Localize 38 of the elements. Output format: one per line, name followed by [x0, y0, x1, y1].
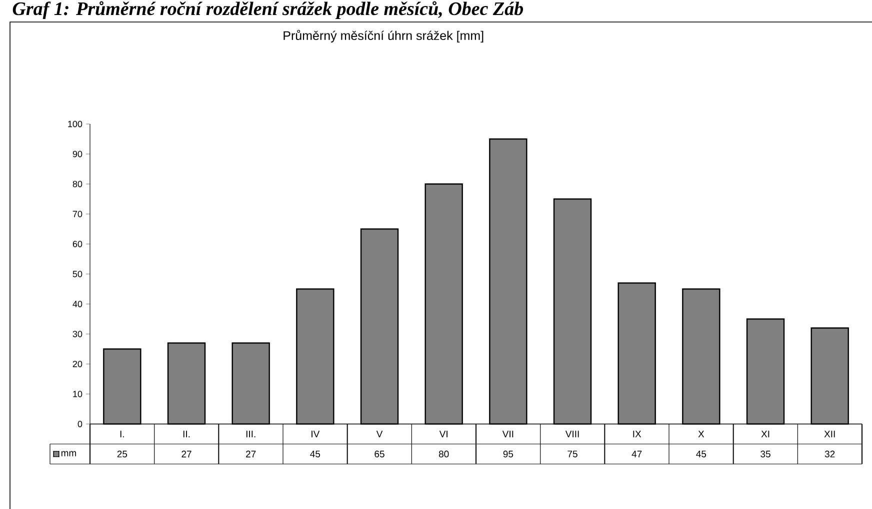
x-tick-label: VI [439, 430, 448, 438]
y-tick-label: 20 [72, 360, 82, 368]
y-tick-label: 50 [72, 270, 82, 278]
text: Graf 1: Průměrné roční rozdělení srážek podle měsíců, Obec Záb [12, 1, 524, 20]
data-label: 95 [503, 450, 514, 458]
x-tick-label: VII [502, 430, 514, 438]
x-tick-label: II. [183, 430, 190, 438]
data-label: 35 [760, 450, 770, 458]
x-tick-label: X [698, 430, 704, 438]
x-tick-label: III. [246, 430, 256, 438]
data-label: 75 [568, 450, 578, 458]
x-tick-label: IV [312, 430, 320, 438]
y-tick-label: 80 [72, 180, 82, 188]
x-tick-label: XI [761, 430, 770, 438]
data-label: 65 [374, 450, 384, 458]
data-label: 25 [117, 450, 128, 458]
x-tick-label: VIII [565, 430, 579, 438]
y-tick-label: 30 [72, 330, 82, 338]
data-label: 80 [438, 450, 449, 458]
data-label: 27 [182, 450, 192, 458]
chart-title: Průměrný měsíční úhrn srážek [mm] [284, 30, 484, 43]
data-label: 45 [310, 450, 320, 458]
legend-label: mm [61, 451, 76, 456]
y-tick-label: 100 [68, 120, 82, 128]
y-tick-label: 10 [73, 390, 82, 398]
y-tick-label: 90 [72, 150, 82, 158]
x-tick-label: IX [633, 430, 642, 438]
y-tick-label: 40 [72, 300, 82, 308]
data-label: 27 [246, 450, 256, 458]
data-label: 45 [696, 450, 706, 458]
y-tick-label: 0 [78, 420, 82, 428]
data-label: 47 [632, 450, 642, 458]
data-label: 32 [824, 450, 835, 458]
x-tick-label: V [376, 430, 383, 438]
y-tick-label: 60 [72, 240, 82, 248]
x-tick-label: I. [120, 430, 124, 438]
y-tick-label: 70 [72, 210, 82, 218]
x-tick-label: XII [824, 430, 835, 438]
